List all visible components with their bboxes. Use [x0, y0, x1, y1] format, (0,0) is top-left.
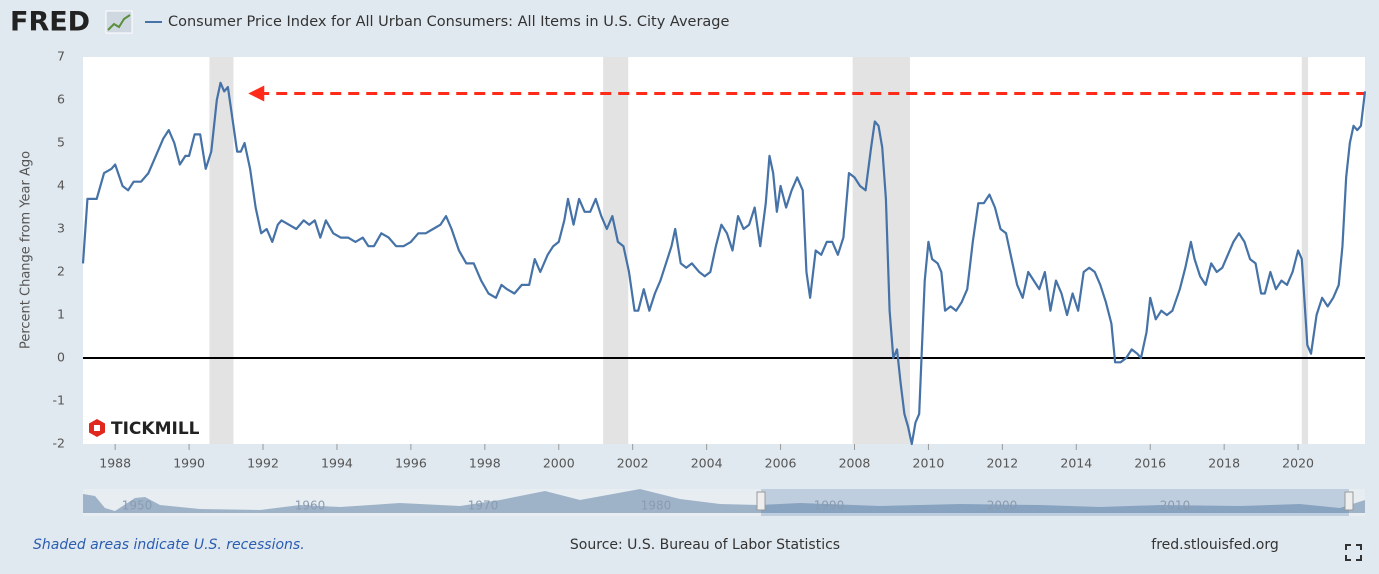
x-tick-label: 2010 [913, 456, 945, 471]
x-tick-label: 2006 [765, 456, 797, 471]
navigator-label: 2010 [1160, 499, 1191, 513]
watermark-text: TICKMILL [111, 419, 200, 439]
y-tick-label: -1 [53, 393, 65, 408]
x-tick-label: 2020 [1282, 456, 1314, 471]
y-tick-label: 3 [57, 221, 65, 236]
x-tick-label: 1990 [173, 456, 205, 471]
x-tick-label: 1988 [99, 456, 131, 471]
site: fred.stlouisfed.org [1151, 537, 1278, 553]
navigator-label: 1950 [122, 499, 153, 513]
y-axis-label: Percent Change from Year Ago [19, 151, 34, 349]
logo-icon [105, 10, 133, 34]
y-tick-label: 5 [57, 135, 65, 150]
y-tick-label: -2 [53, 436, 65, 451]
logo: FRED [10, 7, 90, 38]
navigator-label: 1990 [814, 499, 845, 513]
navigator-label: 1970 [468, 499, 499, 513]
y-tick-label: 7 [57, 49, 65, 64]
fullscreen-icon[interactable] [1345, 544, 1362, 561]
navigator-label: 1960 [295, 499, 326, 513]
x-tick-label: 2018 [1208, 456, 1240, 471]
y-tick-label: 4 [57, 178, 65, 193]
plot-area [83, 57, 1365, 444]
x-tick-label: 1994 [321, 456, 353, 471]
navigator-label: 2000 [987, 499, 1018, 513]
x-tick-label: 1998 [469, 456, 501, 471]
x-tick-label: 2002 [617, 456, 649, 471]
x-tick-label: 2016 [1134, 456, 1166, 471]
plot-layer: -2 -1 0 1 2 3 4 5 6 7 1988 1990 1992 1994 1996 1998 2000… [53, 49, 1367, 471]
legend-label: Consumer Price Index for All Urban Consu… [168, 14, 730, 30]
recession-band [1301, 57, 1309, 444]
x-tick-label: 2014 [1060, 456, 1092, 471]
y-tick-label: 1 [57, 307, 65, 322]
watermark: TICKMILL [89, 419, 200, 439]
x-tick-label: 2012 [986, 456, 1018, 471]
x-tick-label: 1996 [395, 456, 427, 471]
navigator-label: 1980 [641, 499, 672, 513]
y-tick-label: 0 [57, 350, 65, 365]
data-line [81, 81, 1367, 446]
recession-note: Shaded areas indicate U.S. recessions. [33, 537, 305, 553]
navigator: 1950 1960 1970 1980 1990 2000 2010 [83, 489, 1365, 516]
x-tick-label: 1992 [247, 456, 279, 471]
x-tick-label: 2000 [543, 456, 575, 471]
source: Source: U.S. Bureau of Labor Statistics [570, 537, 840, 553]
annotation-arrowhead [248, 85, 265, 102]
recession-band [209, 57, 234, 444]
y-tick-label: 2 [57, 264, 65, 279]
y-tick-label: 6 [57, 92, 65, 107]
x-tick-label: 2004 [691, 456, 723, 471]
x-tick-label: 2008 [839, 456, 871, 471]
